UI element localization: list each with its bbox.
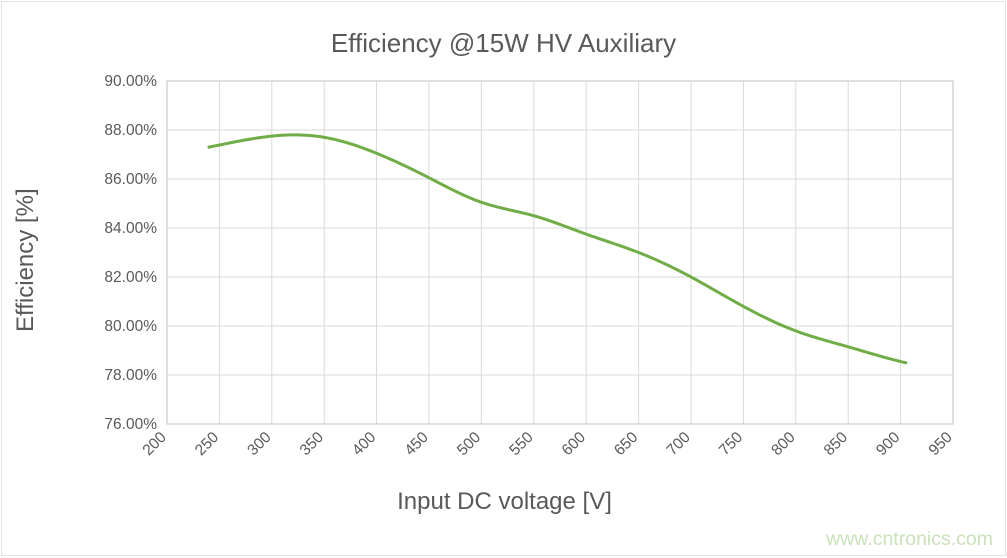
svg-text:600: 600 <box>559 429 590 460</box>
svg-text:900: 900 <box>873 429 904 460</box>
svg-text:950: 950 <box>926 429 957 460</box>
svg-text:88.00%: 88.00% <box>104 122 157 139</box>
svg-text:650: 650 <box>611 429 642 460</box>
svg-text:500: 500 <box>454 429 485 460</box>
svg-text:400: 400 <box>349 429 380 460</box>
svg-text:350: 350 <box>297 429 328 460</box>
svg-text:84.00%: 84.00% <box>104 220 157 237</box>
svg-text:750: 750 <box>716 429 747 460</box>
svg-text:250: 250 <box>192 429 223 460</box>
svg-text:450: 450 <box>402 429 433 460</box>
svg-text:82.00%: 82.00% <box>104 269 157 286</box>
svg-text:300: 300 <box>244 429 275 460</box>
svg-text:850: 850 <box>821 429 852 460</box>
svg-text:86.00%: 86.00% <box>104 171 157 188</box>
svg-text:200: 200 <box>140 429 171 460</box>
svg-text:90.00%: 90.00% <box>104 73 157 90</box>
svg-text:78.00%: 78.00% <box>104 367 157 384</box>
svg-text:550: 550 <box>506 429 537 460</box>
svg-text:800: 800 <box>768 429 799 460</box>
svg-text:80.00%: 80.00% <box>104 318 157 335</box>
svg-text:76.00%: 76.00% <box>104 416 157 433</box>
svg-text:700: 700 <box>664 429 695 460</box>
